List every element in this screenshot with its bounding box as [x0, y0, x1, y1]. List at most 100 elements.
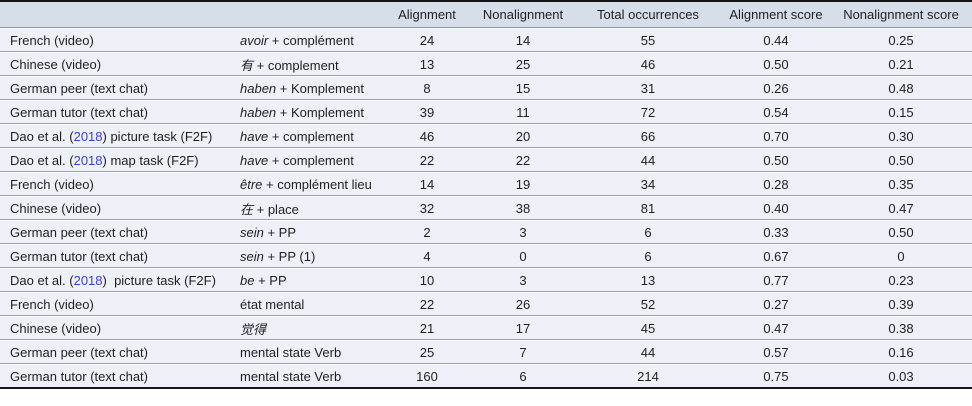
construction-cell: be + PP	[232, 268, 382, 292]
construction-text: + PP	[254, 272, 287, 288]
citation-year-link[interactable]: 2018	[73, 152, 103, 168]
total-occurrences-cell: 13	[574, 268, 722, 292]
alignment-cell: 8	[382, 76, 472, 100]
total-occurrences-cell: 34	[574, 172, 722, 196]
context-text: German peer (text chat)	[10, 344, 148, 360]
nonalignment-cell: 20	[472, 124, 574, 148]
table-row: Dao et al. (2018) picture task (F2F) hav…	[0, 124, 972, 148]
nonalignment-score-cell: 0.23	[830, 268, 972, 292]
table-row: French (video) état mental 22 26 52 0.27…	[0, 292, 972, 316]
alignment-score-cell: 0.50	[722, 148, 830, 172]
context-text: French (video)	[10, 32, 94, 48]
alignment-cell: 22	[382, 292, 472, 316]
construction-text: + complement	[268, 128, 354, 144]
construction-text: mental state Verb	[240, 344, 342, 360]
table-row: Dao et al. (2018) map task (F2F) have + …	[0, 148, 972, 172]
context-text: French (video)	[10, 296, 94, 312]
alignment-cell: 21	[382, 316, 472, 340]
table-row: German peer (text chat) haben + Kompleme…	[0, 76, 972, 100]
citation-year-link[interactable]: 2018	[73, 128, 103, 144]
context-text: German peer (text chat)	[10, 224, 148, 240]
nonalignment-score-cell: 0.50	[830, 148, 972, 172]
alignment-cell: 22	[382, 148, 472, 172]
construction-text: + place	[253, 201, 299, 217]
context-text: German tutor (text chat)	[10, 368, 148, 384]
nonalignment-cell: 3	[472, 220, 574, 244]
nonalignment-cell: 25	[472, 52, 574, 76]
alignment-cell: 160	[382, 364, 472, 387]
total-occurrences-cell: 6	[574, 220, 722, 244]
context-cell: Dao et al. (2018) map task (F2F)	[0, 148, 232, 172]
context-cell: Dao et al. (2018) picture task (F2F)	[0, 124, 232, 148]
construction-text: + PP (1)	[263, 248, 316, 264]
table-row: Chinese (video) 在 + place 32 38 81 0.40 …	[0, 196, 972, 220]
nonalignment-score-cell: 0.47	[830, 196, 972, 220]
context-text: German tutor (text chat)	[10, 104, 148, 120]
alignment-cell: 32	[382, 196, 472, 220]
nonalignment-score-cell: 0	[830, 244, 972, 268]
alignment-score-cell: 0.47	[722, 316, 830, 340]
context-cell: German tutor (text chat)	[0, 100, 232, 124]
alignment-cell: 24	[382, 28, 472, 52]
construction-cell: sein + PP	[232, 220, 382, 244]
context-text: ) map task (F2F)	[102, 152, 199, 168]
total-occurrences-cell: 46	[574, 52, 722, 76]
alignment-cell: 46	[382, 124, 472, 148]
context-text: ) picture task (F2F)	[102, 128, 213, 144]
construction-italic-text: have	[240, 128, 269, 144]
nonalignment-score-cell: 0.38	[830, 316, 972, 340]
nonalignment-cell: 14	[472, 28, 574, 52]
citation-year-link[interactable]: 2018	[73, 272, 103, 288]
context-cell: German tutor (text chat)	[0, 244, 232, 268]
context-text: Dao et al. (	[10, 272, 74, 288]
construction-text: mental state Verb	[240, 368, 342, 384]
column-header-construction	[232, 2, 382, 28]
context-cell: French (video)	[0, 292, 232, 316]
construction-italic-text: 觉得	[240, 321, 267, 337]
alignment-cell: 2	[382, 220, 472, 244]
alignment-score-cell: 0.57	[722, 340, 830, 364]
construction-italic-text: avoir	[240, 32, 269, 48]
table-row: French (video) avoir + complément 24 14 …	[0, 28, 972, 52]
construction-cell: haben + Komplement	[232, 100, 382, 124]
alignment-score-cell: 0.44	[722, 28, 830, 52]
construction-cell: être + complément lieu	[232, 172, 382, 196]
table-header-row: Alignment Nonalignment Total occurrences…	[0, 2, 972, 28]
construction-cell: 有 + complement	[232, 52, 382, 76]
nonalignment-cell: 38	[472, 196, 574, 220]
construction-text: + PP	[263, 224, 297, 240]
context-cell: Chinese (video)	[0, 196, 232, 220]
alignment-score-cell: 0.70	[722, 124, 830, 148]
alignment-cell: 25	[382, 340, 472, 364]
table-row: German peer (text chat) mental state Ver…	[0, 340, 972, 364]
alignment-cell: 13	[382, 52, 472, 76]
nonalignment-cell: 22	[472, 148, 574, 172]
total-occurrences-cell: 44	[574, 148, 722, 172]
nonalignment-score-cell: 0.48	[830, 76, 972, 100]
nonalignment-score-cell: 0.50	[830, 220, 972, 244]
column-header-nonalignment-score: Nonalignment score	[830, 2, 972, 28]
table-row: Chinese (video) 有 + complement 13 25 46 …	[0, 52, 972, 76]
construction-text: + complément	[268, 32, 354, 48]
context-cell: Chinese (video)	[0, 316, 232, 340]
column-header-alignment-score: Alignment score	[722, 2, 830, 28]
total-occurrences-cell: 52	[574, 292, 722, 316]
alignment-score-cell: 0.33	[722, 220, 830, 244]
nonalignment-cell: 6	[472, 364, 574, 387]
construction-text: état mental	[240, 296, 305, 312]
construction-italic-text: be	[240, 272, 255, 288]
context-text: Chinese (video)	[10, 200, 102, 216]
context-cell: French (video)	[0, 172, 232, 196]
alignment-score-cell: 0.50	[722, 52, 830, 76]
nonalignment-score-cell: 0.03	[830, 364, 972, 387]
construction-cell: avoir + complément	[232, 28, 382, 52]
construction-italic-text: 有	[240, 57, 254, 73]
alignment-score-cell: 0.27	[722, 292, 830, 316]
construction-cell: mental state Verb	[232, 340, 382, 364]
nonalignment-cell: 3	[472, 268, 574, 292]
nonalignment-cell: 15	[472, 76, 574, 100]
total-occurrences-cell: 44	[574, 340, 722, 364]
nonalignment-cell: 19	[472, 172, 574, 196]
alignment-score-cell: 0.28	[722, 172, 830, 196]
